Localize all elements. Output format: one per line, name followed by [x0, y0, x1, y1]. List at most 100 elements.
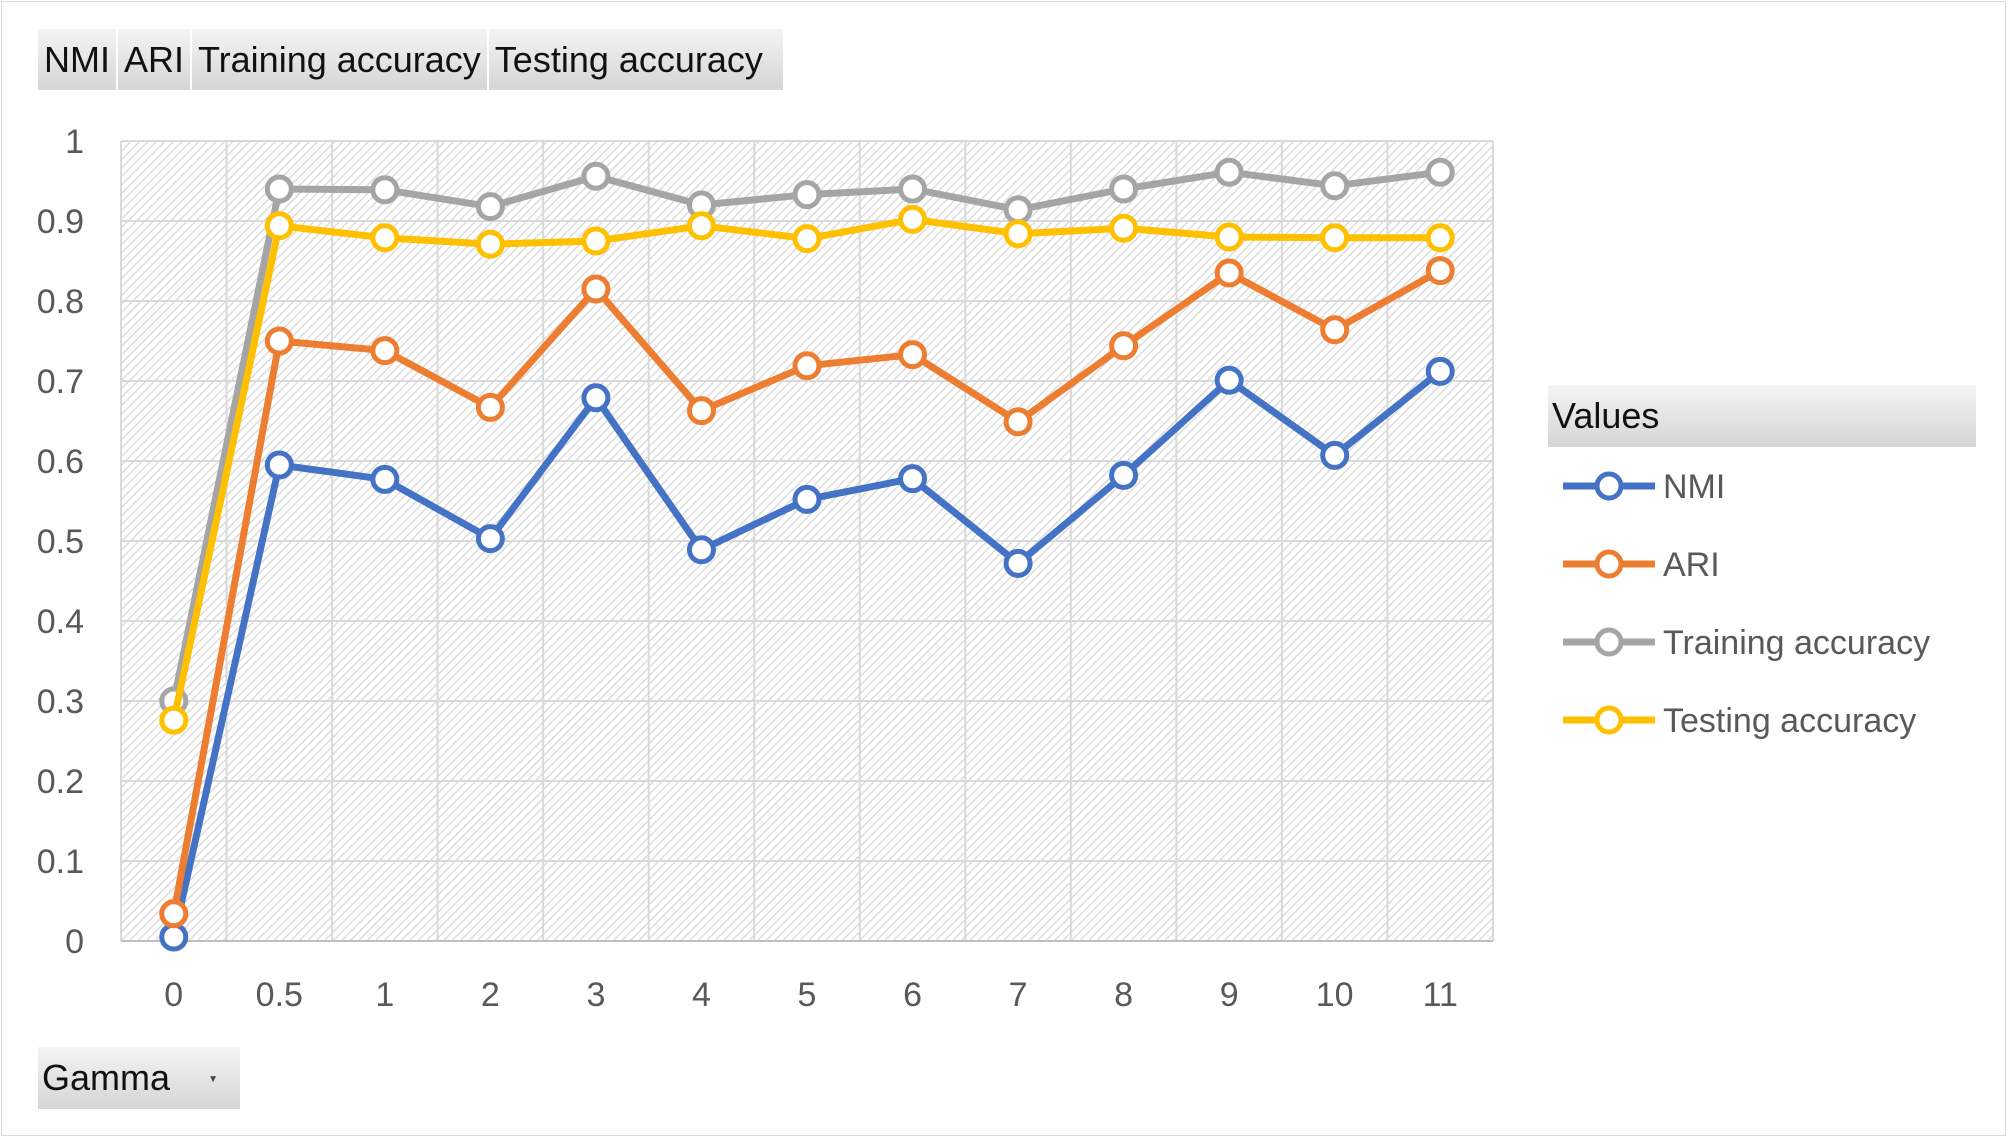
- y-tick-label: 0.3: [37, 683, 84, 721]
- data-point: [581, 274, 611, 304]
- legend-marker-icon: [1594, 627, 1624, 657]
- data-point: [475, 392, 505, 422]
- series-lines: [159, 157, 1455, 952]
- x-tick-label: 2: [481, 976, 500, 1014]
- field-button-ari[interactable]: ARI: [118, 29, 193, 90]
- data-point: [1425, 356, 1455, 386]
- data-point: [1214, 222, 1244, 252]
- data-point: [898, 174, 928, 204]
- data-point: [1109, 213, 1139, 243]
- series-ari: [159, 256, 1455, 929]
- data-point: [1109, 331, 1139, 361]
- axis-field-button-gamma[interactable]: Gamma ▼: [38, 1047, 240, 1109]
- dropdown-arrow-icon[interactable]: ▼: [208, 1074, 218, 1085]
- x-tick-label: 1: [375, 976, 394, 1014]
- legend-marker-icon: [1594, 705, 1624, 735]
- data-point: [686, 211, 716, 241]
- data-point: [1003, 195, 1033, 225]
- data-point: [370, 336, 400, 366]
- legend-marker-icon: [1594, 549, 1624, 579]
- legend-label: Testing accuracy: [1663, 702, 1916, 740]
- data-point: [792, 224, 822, 254]
- data-point: [370, 223, 400, 253]
- y-tick-label: 0.5: [37, 523, 84, 561]
- data-point: [1003, 407, 1033, 437]
- data-point: [264, 326, 294, 356]
- data-point: [1003, 219, 1033, 249]
- series-nmi: [159, 356, 1455, 952]
- data-point: [475, 524, 505, 554]
- data-point: [898, 464, 928, 494]
- y-tick-label: 0.1: [37, 843, 84, 881]
- x-tick-label: 0: [164, 976, 183, 1014]
- y-tick-label: 0.6: [37, 443, 84, 481]
- data-point: [1320, 171, 1350, 201]
- data-point: [1320, 223, 1350, 253]
- x-tick-label: 3: [586, 976, 605, 1014]
- x-tick-label: 6: [903, 976, 922, 1014]
- x-tick-label: 0.5: [256, 976, 303, 1014]
- legend-item[interactable]: Training accuracy: [1563, 624, 1930, 662]
- data-point: [581, 161, 611, 191]
- y-tick-label: 0.8: [37, 283, 84, 321]
- data-point: [1214, 157, 1244, 187]
- data-point: [264, 211, 294, 241]
- field-button-testing-accuracy[interactable]: Testing accuracy: [488, 29, 785, 90]
- data-point: [1214, 365, 1244, 395]
- series-testing-accuracy: [159, 204, 1455, 735]
- y-axis-ticks: 0 0.1 0.2 0.3 0.4 0.5 0.6 0.7 0.8 0.9 1: [37, 123, 84, 961]
- data-point: [898, 340, 928, 370]
- legend-item[interactable]: Testing accuracy: [1563, 702, 1916, 740]
- x-tick-label: 8: [1114, 976, 1133, 1014]
- axis-field-label: Gamma: [42, 1057, 171, 1098]
- data-point: [475, 192, 505, 222]
- data-point: [475, 229, 505, 259]
- legend-item[interactable]: ARI: [1563, 546, 1720, 584]
- data-point: [159, 899, 189, 929]
- y-tick-label: 0.4: [37, 603, 84, 641]
- data-point: [792, 484, 822, 514]
- data-point: [581, 226, 611, 256]
- legend-marker-icon: [1594, 471, 1624, 501]
- data-point: [1320, 440, 1350, 470]
- data-point: [159, 705, 189, 735]
- data-point: [581, 383, 611, 413]
- x-axis-ticks: 0 0.5 1 2 3 4 5 6 7 8 9 10 11: [164, 976, 1458, 1014]
- data-point: [264, 450, 294, 480]
- x-tick-label: 10: [1316, 976, 1354, 1014]
- y-tick-label: 0: [65, 923, 84, 961]
- data-point: [1109, 174, 1139, 204]
- data-point: [686, 396, 716, 426]
- y-tick-label: 1: [65, 123, 84, 161]
- data-point: [370, 464, 400, 494]
- data-point: [686, 535, 716, 565]
- data-point: [1425, 157, 1455, 187]
- legend-field-button-values[interactable]: Values: [1548, 385, 1976, 447]
- legend-item[interactable]: NMI: [1563, 468, 1725, 506]
- x-tick-label: 7: [1009, 976, 1028, 1014]
- legend-label: Training accuracy: [1663, 624, 1930, 662]
- data-point: [1320, 315, 1350, 345]
- legend-label: ARI: [1663, 546, 1720, 584]
- legend: NMI ARI Training accuracy Testing accuracy: [1563, 468, 1930, 740]
- x-tick-label: 4: [692, 976, 711, 1014]
- data-point: [792, 180, 822, 210]
- legend-label: NMI: [1663, 468, 1725, 506]
- data-point: [1425, 256, 1455, 286]
- data-point: [1109, 460, 1139, 490]
- field-button-training-accuracy[interactable]: Training accuracy: [192, 29, 489, 90]
- field-button-nmi[interactable]: NMI: [38, 29, 118, 90]
- y-tick-label: 0.2: [37, 763, 84, 801]
- value-field-buttons: NMI ARI Training accuracy Testing accura…: [38, 29, 785, 90]
- data-point: [370, 175, 400, 205]
- data-point: [159, 922, 189, 952]
- data-point: [1425, 223, 1455, 253]
- data-point: [1214, 258, 1244, 288]
- data-point: [1003, 548, 1033, 578]
- data-point: [898, 204, 928, 234]
- y-tick-label: 0.7: [37, 363, 84, 401]
- x-tick-label: 5: [798, 976, 817, 1014]
- x-tick-label: 11: [1423, 976, 1458, 1014]
